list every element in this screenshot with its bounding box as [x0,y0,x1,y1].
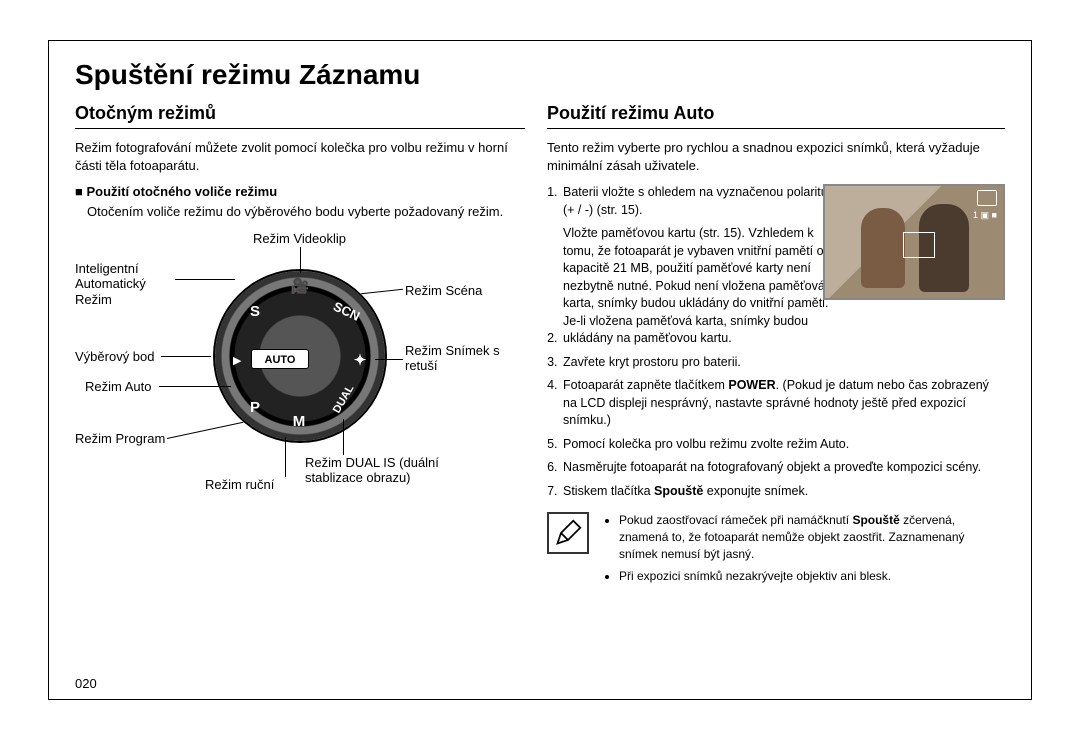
step-3: Zavřete kryt prostoru pro baterii. [561,354,1005,372]
shutter-term-2: Spouště [852,513,899,527]
dial-pos-auto-icon: ▸ [225,351,249,369]
note-1: Pokud zaostřovací rámeček při namáčknutí… [619,512,1005,562]
note-box: Pokud zaostřovací rámeček při namáčknutí… [547,512,1005,591]
page-number: 020 [75,676,97,691]
camera-mode-icon [977,190,997,206]
note-2: Při expozici snímků nezakrývejte objekti… [619,568,1005,585]
label-scene: Režim Scéna [405,283,482,299]
left-subtitle: Použití otočného voliče režimu [75,184,525,199]
left-intro: Režim fotografování můžete zvolit pomocí… [75,139,525,174]
left-section-title: Otočným režimů [75,103,525,129]
step-5: Pomocí kolečka pro volbu režimu zvolte r… [561,436,1005,454]
dial-center-auto: AUTO [251,349,309,369]
shutter-term-1: Spouště [654,484,703,498]
lcd-preview: 1 ▣ ■ [823,184,1005,300]
label-auto: Režim Auto [85,379,151,395]
label-dualis: Režim DUAL IS (duální stablizace obrazu) [305,455,445,486]
left-column: Otočným režimů Režim fotografování můžet… [75,103,525,591]
left-subbody: Otočením voliče režimu do výběrového bod… [87,203,525,221]
label-intelligent: Inteligentní Automatický Režim [75,261,175,308]
step-4: Fotoaparát zapněte tlačítkem POWER. (Pok… [561,377,1005,430]
label-selpoint: Výběrový bod [75,349,155,365]
dial-pos-video-icon: 🎥 [288,277,312,295]
dial-pos-s: S [243,303,267,320]
label-manual: Režim ruční [205,477,274,493]
note-pencil-icon [547,512,589,554]
lcd-overlay-text: 1 ▣ ■ [973,210,997,221]
dial-pos-m: M [287,413,311,430]
step-1: Baterii vložte s ohledem na vyznačenou p… [561,184,831,219]
step-7: Stiskem tlačítka Spouště exponujte sníme… [561,483,1005,501]
label-video: Režim Videoklip [253,231,346,247]
mode-dial-diagram: AUTO 🎥 SCN ✦ DUAL M P ▸ S Režim Videokli… [75,231,525,511]
right-column: Použití režimu Auto Tento režim vyberte … [547,103,1005,591]
right-intro: Tento režim vyberte pro rychlou a snadno… [547,139,1005,174]
label-program: Režim Program [75,431,165,447]
step-6: Nasměrujte fotoaparát na fotografovaný o… [561,459,1005,477]
page-title: Spuštění režimu Záznamu [75,59,1005,91]
right-section-title: Použití režimu Auto [547,103,1005,129]
label-beauty: Režim Snímek s retuší [405,343,515,374]
dial-pos-beauty-icon: ✦ [348,351,372,369]
dial-pos-p: P [243,399,267,416]
power-term: POWER [728,378,775,392]
